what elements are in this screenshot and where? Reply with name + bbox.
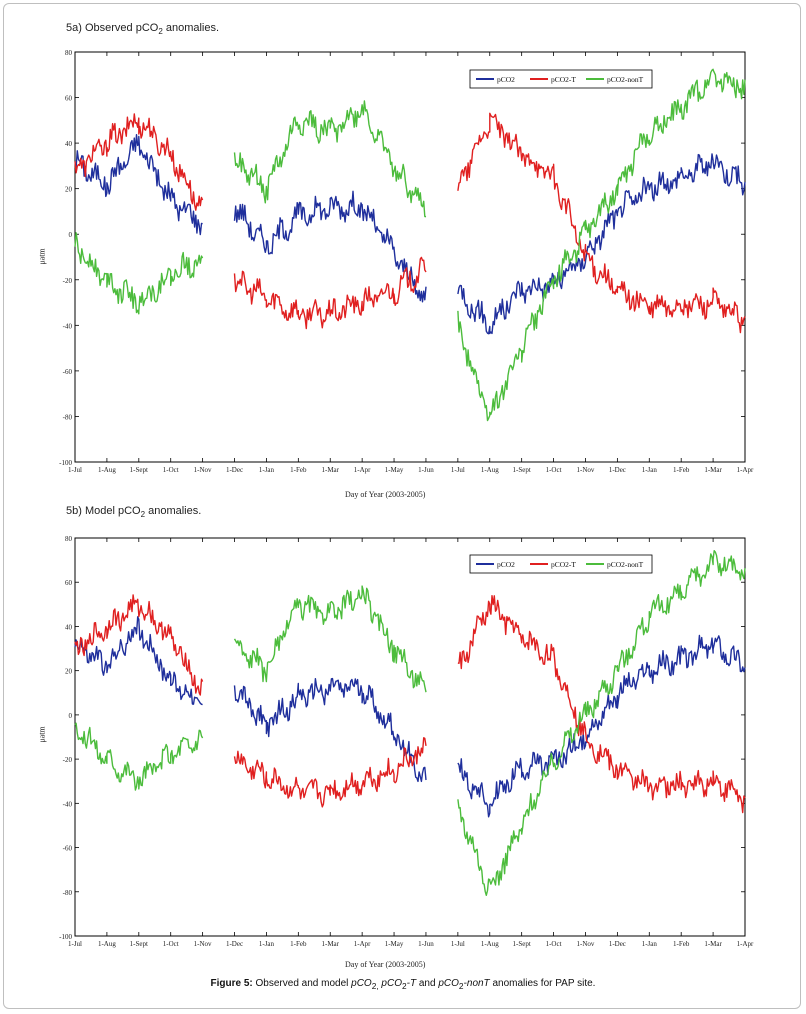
x-tick-label: 1-Aug bbox=[481, 466, 499, 474]
panel-b-xlabel: Day of Year (2003-2005) bbox=[345, 960, 426, 969]
x-tick-label: 1-Aug bbox=[98, 466, 116, 474]
legend-label: pCO2 bbox=[497, 560, 515, 569]
y-tick-label: -80 bbox=[63, 413, 73, 421]
y-tick-label: 20 bbox=[65, 668, 73, 676]
y-tick-label: 40 bbox=[65, 623, 73, 631]
y-tick-label: -60 bbox=[63, 845, 73, 853]
x-tick-label: 1-Jan bbox=[642, 466, 658, 474]
series-line-0 bbox=[74, 134, 746, 335]
y-tick-label: 60 bbox=[65, 579, 73, 587]
x-tick-label: 1-May bbox=[385, 466, 404, 474]
x-tick-label: 1-Nov bbox=[194, 466, 212, 474]
x-tick-label: 1-Feb bbox=[673, 940, 690, 948]
panel-a-xlabel: Day of Year (2003-2005) bbox=[345, 490, 426, 499]
x-tick-label: 1-Apr bbox=[737, 940, 754, 948]
x-tick-label: 1-Jun bbox=[418, 466, 434, 474]
x-tick-label: 1-Jan bbox=[642, 940, 658, 948]
y-tick-label: -40 bbox=[63, 322, 73, 330]
y-tick-label: 80 bbox=[65, 49, 73, 57]
legend bbox=[469, 69, 653, 89]
x-tick-label: 1-Feb bbox=[290, 466, 307, 474]
x-tick-label: 1-Jul bbox=[451, 940, 465, 948]
figure-caption: Figure 5: Observed and model pCO2, pCO2-… bbox=[210, 978, 596, 991]
x-tick-label: 1-Mar bbox=[704, 940, 722, 948]
x-tick-label: 1-Nov bbox=[577, 940, 595, 948]
caption-label: Figure 5: bbox=[210, 978, 253, 989]
x-tick-label: 1-Sept bbox=[130, 466, 148, 474]
y-tick-label: 40 bbox=[65, 140, 73, 148]
series-line-0 bbox=[74, 616, 746, 818]
plot-area bbox=[74, 51, 746, 463]
x-tick-label: 1-Jul bbox=[68, 940, 82, 948]
x-tick-label: 1-Apr bbox=[354, 466, 371, 474]
x-tick-label: 1-Jan bbox=[259, 940, 275, 948]
legend bbox=[469, 554, 653, 574]
x-tick-label: 1-Jul bbox=[451, 466, 465, 474]
y-tick-label: -100 bbox=[59, 459, 72, 467]
legend-label: pCO2 bbox=[497, 75, 515, 84]
plot-area bbox=[74, 537, 746, 937]
x-tick-label: 1-Sept bbox=[513, 466, 531, 474]
x-tick-label: 1-Aug bbox=[98, 940, 116, 948]
x-tick-label: 1-Oct bbox=[163, 940, 179, 948]
x-tick-label: 1-Dec bbox=[226, 940, 243, 948]
x-tick-label: 1-Jul bbox=[68, 466, 82, 474]
x-tick-label: 1-Dec bbox=[226, 466, 243, 474]
legend-label: pCO2-T bbox=[551, 75, 576, 84]
x-tick-label: 1-May bbox=[385, 940, 404, 948]
y-tick-label: 60 bbox=[65, 95, 73, 103]
x-tick-label: 1-Feb bbox=[290, 940, 307, 948]
x-tick-label: 1-Sept bbox=[513, 940, 531, 948]
x-tick-label: 1-Oct bbox=[546, 466, 562, 474]
x-tick-label: 1-Nov bbox=[194, 940, 212, 948]
panel-b-title: 5b) Model pCO2 anomalies. bbox=[66, 505, 202, 520]
y-tick-label: 80 bbox=[65, 535, 73, 543]
legend-label: pCO2-nonT bbox=[607, 75, 644, 84]
series-line-2 bbox=[74, 550, 746, 896]
legend-label: pCO2-nonT bbox=[607, 560, 644, 569]
x-tick-label: 1-Oct bbox=[163, 466, 179, 474]
x-tick-label: 1-Dec bbox=[609, 466, 626, 474]
x-tick-label: 1-Mar bbox=[321, 940, 339, 948]
y-tick-label: -60 bbox=[63, 368, 73, 376]
y-tick-label: -20 bbox=[63, 756, 73, 764]
x-tick-label: 1-Jan bbox=[259, 466, 275, 474]
x-tick-label: 1-Aug bbox=[481, 940, 499, 948]
panel-a-title: 5a) Observed pCO2 anomalies. bbox=[66, 22, 220, 37]
x-tick-label: 1-Dec bbox=[609, 940, 626, 948]
y-tick-label: -80 bbox=[63, 889, 73, 897]
x-tick-label: 1-Apr bbox=[737, 466, 754, 474]
legend-label: pCO2-T bbox=[551, 560, 576, 569]
x-tick-label: 1-Nov bbox=[577, 466, 595, 474]
series-line-2 bbox=[74, 68, 746, 422]
x-tick-label: 1-Sept bbox=[130, 940, 148, 948]
figure-frame bbox=[3, 3, 801, 1009]
x-tick-label: 1-Apr bbox=[354, 940, 371, 948]
series-line-1 bbox=[74, 112, 746, 334]
x-tick-label: 1-Mar bbox=[704, 466, 722, 474]
x-tick-label: 1-Mar bbox=[321, 466, 339, 474]
y-tick-label: -100 bbox=[59, 933, 72, 941]
panel-b-ylabel: μatm bbox=[37, 726, 47, 743]
x-tick-label: 1-Jun bbox=[418, 940, 434, 948]
x-tick-label: 1-Oct bbox=[546, 940, 562, 948]
series-line-1 bbox=[74, 594, 746, 814]
panel-a-ylabel: μatm bbox=[37, 248, 47, 265]
y-tick-label: 0 bbox=[69, 712, 73, 720]
y-tick-label: 0 bbox=[69, 231, 73, 239]
y-tick-label: -20 bbox=[63, 277, 73, 285]
x-tick-label: 1-Feb bbox=[673, 466, 690, 474]
y-tick-label: 20 bbox=[65, 186, 73, 194]
y-tick-label: -40 bbox=[63, 800, 73, 808]
